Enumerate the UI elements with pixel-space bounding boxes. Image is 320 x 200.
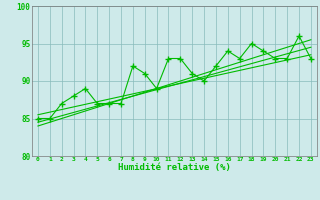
X-axis label: Humidité relative (%): Humidité relative (%) [118,163,231,172]
